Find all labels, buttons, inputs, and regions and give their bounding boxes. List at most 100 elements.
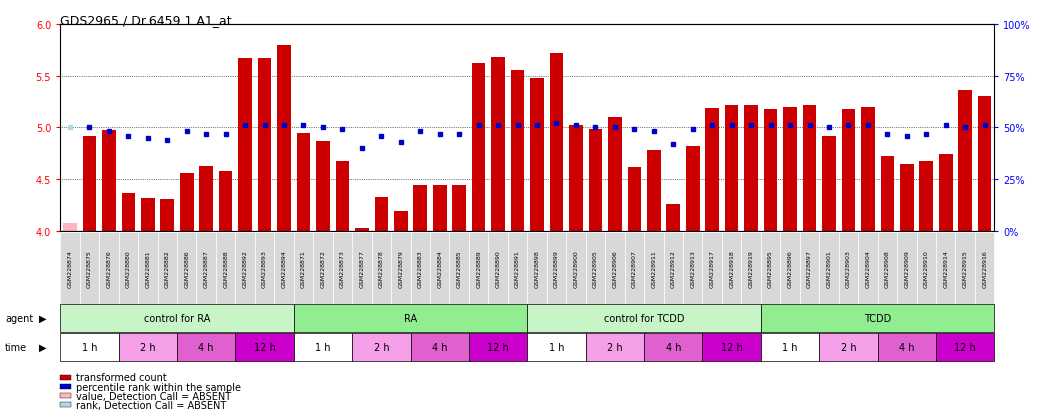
Text: GSM228901: GSM228901 xyxy=(826,249,831,287)
Text: GSM228896: GSM228896 xyxy=(788,249,793,287)
Text: GSM228886: GSM228886 xyxy=(184,249,189,287)
Bar xyxy=(102,131,115,231)
Text: GSM228878: GSM228878 xyxy=(379,249,384,287)
Text: ▶: ▶ xyxy=(39,313,47,323)
Bar xyxy=(939,155,953,231)
Bar xyxy=(83,136,97,231)
Bar xyxy=(706,108,719,231)
Bar xyxy=(257,59,271,231)
Bar xyxy=(802,105,816,231)
Text: 4 h: 4 h xyxy=(198,342,214,352)
Text: agent: agent xyxy=(5,313,33,323)
Bar xyxy=(141,198,155,231)
Text: GSM228871: GSM228871 xyxy=(301,249,306,287)
Bar xyxy=(569,126,582,231)
Bar xyxy=(511,71,524,231)
Text: 12 h: 12 h xyxy=(253,342,275,352)
Text: 12 h: 12 h xyxy=(954,342,976,352)
Text: GSM228915: GSM228915 xyxy=(962,249,967,287)
Bar xyxy=(63,223,77,231)
Text: 4 h: 4 h xyxy=(899,342,914,352)
Text: GSM228898: GSM228898 xyxy=(535,249,540,287)
Text: 2 h: 2 h xyxy=(140,342,156,352)
Text: GSM228895: GSM228895 xyxy=(768,249,773,287)
Bar xyxy=(958,91,972,231)
Bar xyxy=(413,186,427,231)
Text: GSM228891: GSM228891 xyxy=(515,249,520,287)
Text: GSM228890: GSM228890 xyxy=(495,249,500,287)
Text: 4 h: 4 h xyxy=(665,342,681,352)
Text: GSM228881: GSM228881 xyxy=(145,249,151,287)
Text: GSM228919: GSM228919 xyxy=(748,249,754,287)
Bar xyxy=(121,193,135,231)
Text: GSM228909: GSM228909 xyxy=(904,249,909,287)
Text: GSM228905: GSM228905 xyxy=(593,249,598,287)
Text: GSM228880: GSM228880 xyxy=(126,249,131,287)
Text: GSM228875: GSM228875 xyxy=(87,249,92,287)
Bar xyxy=(978,97,991,231)
Text: GSM228882: GSM228882 xyxy=(165,249,170,287)
Bar xyxy=(453,186,466,231)
Text: GSM228885: GSM228885 xyxy=(457,249,462,287)
Text: GSM228884: GSM228884 xyxy=(437,249,442,287)
Text: transformed count: transformed count xyxy=(76,373,166,382)
Text: TCDD: TCDD xyxy=(864,313,892,323)
Bar xyxy=(608,118,622,231)
Text: GSM228899: GSM228899 xyxy=(554,249,559,287)
Text: GSM228879: GSM228879 xyxy=(399,249,404,287)
Text: GSM228907: GSM228907 xyxy=(632,249,637,287)
Bar xyxy=(199,166,213,231)
Bar xyxy=(161,199,174,231)
Text: percentile rank within the sample: percentile rank within the sample xyxy=(76,382,241,392)
Text: GSM228911: GSM228911 xyxy=(651,249,656,287)
Bar xyxy=(842,109,855,231)
Text: 4 h: 4 h xyxy=(432,342,447,352)
Text: control for TCDD: control for TCDD xyxy=(604,313,684,323)
Text: GSM228912: GSM228912 xyxy=(671,249,676,287)
Text: rank, Detection Call = ABSENT: rank, Detection Call = ABSENT xyxy=(76,400,226,410)
Text: 1 h: 1 h xyxy=(316,342,331,352)
Text: ▶: ▶ xyxy=(39,342,47,352)
Text: GSM228876: GSM228876 xyxy=(106,249,111,287)
Text: GSM228917: GSM228917 xyxy=(710,249,715,287)
Text: 1 h: 1 h xyxy=(783,342,798,352)
Bar xyxy=(219,171,233,231)
Text: GSM228900: GSM228900 xyxy=(573,249,578,287)
Text: GSM228914: GSM228914 xyxy=(944,249,949,287)
Text: GSM228894: GSM228894 xyxy=(281,249,286,287)
Text: GSM228893: GSM228893 xyxy=(262,249,267,287)
Text: 2 h: 2 h xyxy=(607,342,623,352)
Text: GSM228906: GSM228906 xyxy=(612,249,618,287)
Text: GSM228873: GSM228873 xyxy=(339,249,345,287)
Bar xyxy=(900,164,913,231)
Text: GSM228877: GSM228877 xyxy=(359,249,364,287)
Bar xyxy=(394,211,408,231)
Text: 12 h: 12 h xyxy=(720,342,742,352)
Text: GSM228889: GSM228889 xyxy=(476,249,482,287)
Text: GSM228897: GSM228897 xyxy=(807,249,812,287)
Bar xyxy=(180,173,193,231)
Bar xyxy=(686,147,700,231)
Text: GSM228918: GSM228918 xyxy=(729,249,734,287)
Text: GSM228916: GSM228916 xyxy=(982,249,987,287)
Bar xyxy=(628,167,641,231)
Bar xyxy=(920,162,933,231)
Text: GSM228888: GSM228888 xyxy=(223,249,228,287)
Bar xyxy=(433,186,446,231)
Bar xyxy=(491,58,504,231)
Bar xyxy=(744,105,758,231)
Bar xyxy=(880,157,894,231)
Text: GSM228874: GSM228874 xyxy=(67,249,73,287)
Bar xyxy=(550,54,564,231)
Text: GSM228910: GSM228910 xyxy=(924,249,929,287)
Text: GDS2965 / Dr.6459.1.A1_at: GDS2965 / Dr.6459.1.A1_at xyxy=(60,14,231,27)
Text: GSM228913: GSM228913 xyxy=(690,249,695,287)
Text: RA: RA xyxy=(404,313,417,323)
Bar xyxy=(647,151,660,231)
Text: GSM228903: GSM228903 xyxy=(846,249,851,287)
Text: value, Detection Call = ABSENT: value, Detection Call = ABSENT xyxy=(76,391,230,401)
Bar xyxy=(335,162,349,231)
Text: 1 h: 1 h xyxy=(82,342,98,352)
Text: GSM228908: GSM228908 xyxy=(884,249,890,287)
Bar xyxy=(239,59,252,231)
